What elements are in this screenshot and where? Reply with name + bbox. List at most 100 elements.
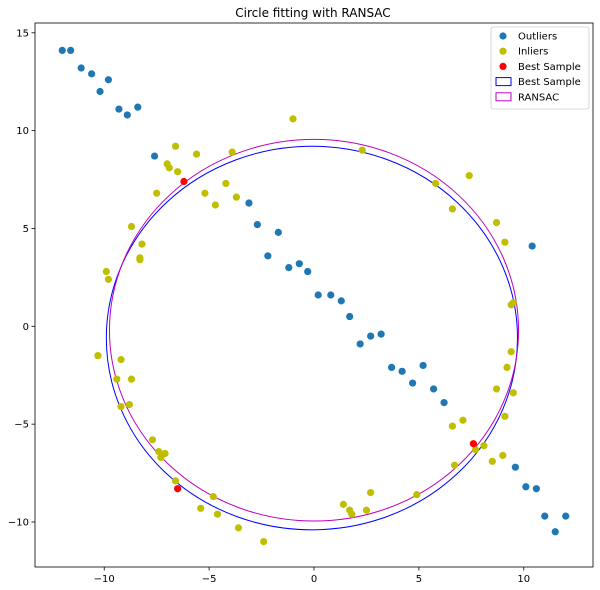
legend-box [490, 26, 590, 110]
inliers-point [488, 457, 496, 465]
inliers-point [138, 240, 146, 248]
inliers-point [492, 218, 501, 227]
y-axis: −10 −5 0 5 10 15 [8, 28, 35, 528]
inliers-point [509, 389, 517, 397]
inliers-point [211, 201, 220, 209]
inliers-point [201, 189, 209, 197]
y-tick-label: 10 [16, 126, 29, 137]
legend-swatch-ransac [495, 92, 512, 102]
inliers-point [362, 506, 371, 514]
legend: Outliers Inliers Best Sample Best Sample RAN… [490, 26, 590, 110]
inliers-point [104, 275, 113, 283]
inliers-point [413, 490, 421, 499]
legend-label-ransac: RANSAC [518, 92, 559, 103]
y-tick-label: 5 [23, 224, 29, 235]
chart-title: Circle fitting with RANSAC [235, 6, 390, 20]
fit-circle-ransac [108, 138, 520, 522]
inliers-point [448, 205, 457, 213]
inliers-point [171, 142, 180, 150]
inliers-point [127, 222, 136, 231]
outliers-point [551, 528, 559, 536]
inliers-point [501, 238, 509, 246]
inliers-point [348, 510, 356, 518]
inliers-point [165, 164, 173, 172]
inliers-point [499, 451, 507, 460]
inliers-point [117, 355, 125, 364]
x-tick-label: −5 [202, 574, 217, 585]
legend-marker-best-sample [499, 62, 507, 70]
inliers-point [367, 489, 375, 497]
inliers-point [113, 375, 121, 383]
inliers-point [192, 150, 201, 158]
outliers-point [522, 483, 530, 491]
inliers-point [153, 189, 161, 197]
inliers-point [339, 500, 347, 508]
inliers-point [197, 504, 205, 512]
inliers-point [448, 422, 457, 430]
inliers-point [222, 179, 230, 188]
best-sample-point [469, 440, 478, 448]
best-sample-point [174, 485, 182, 493]
legend-marker-outliers [499, 32, 507, 40]
y-tick-label: 15 [16, 28, 29, 39]
x-tick-label: 10 [517, 574, 530, 585]
y-tick-label: 0 [23, 322, 29, 333]
inliers-point [492, 385, 501, 393]
legend-label-best-sample: Best Sample [518, 77, 581, 88]
outliers-point [67, 46, 75, 54]
outliers-point [408, 379, 417, 387]
outliers-point [337, 297, 345, 305]
inliers-point [471, 445, 480, 454]
outliers-point [150, 152, 159, 160]
outliers-point [134, 103, 142, 111]
inliers-point [125, 400, 133, 409]
outliers-point [77, 64, 85, 72]
outliers-point [285, 264, 293, 272]
outliers-point [304, 267, 312, 276]
outliers-point [541, 512, 549, 520]
legend-marker-inliers [499, 47, 507, 55]
inliers-point [94, 352, 102, 360]
inliers-point [174, 168, 182, 176]
inliers-point [501, 412, 509, 420]
fit-circle-best-sample [105, 145, 518, 531]
inliers-point [102, 267, 110, 276]
outliers-point [253, 220, 261, 229]
inliers-point [432, 179, 440, 188]
outliers-point [440, 399, 448, 407]
outliers-point [104, 76, 113, 84]
x-tick-label: −10 [94, 574, 115, 585]
inliers-point [260, 537, 268, 546]
inliers-point [507, 348, 515, 356]
x-axis: −10 −5 0 5 10 [94, 567, 530, 585]
legend-swatch-best-sample [495, 77, 512, 87]
inliers-point [148, 436, 157, 444]
inliers-point [450, 461, 459, 469]
y-tick-label: −10 [8, 517, 29, 528]
legend-label-inliers: Inliers [518, 47, 548, 58]
inliers-point [509, 299, 517, 307]
outliers-point [123, 111, 131, 119]
outliers-point [88, 70, 96, 78]
inliers-point [503, 363, 511, 372]
y-tick-label: −5 [14, 420, 29, 431]
inliers-point [117, 402, 125, 411]
outliers-point [96, 87, 104, 96]
best-sample-point [180, 177, 188, 186]
outliers-point [377, 330, 385, 338]
inliers-point [465, 172, 473, 180]
inliers-point [234, 524, 243, 532]
outliers-point [295, 260, 303, 268]
x-tick-label: 5 [416, 574, 422, 585]
outliers-point [314, 291, 322, 299]
inliers-point [358, 146, 366, 154]
inliers-point [161, 449, 169, 458]
inliers-point [171, 477, 180, 485]
outliers-point [115, 105, 123, 113]
outliers-point [58, 46, 66, 54]
inliers-point [232, 193, 240, 201]
outliers-point [388, 363, 396, 372]
legend-label-outliers: Outliers [518, 32, 557, 43]
outliers-point [528, 242, 536, 250]
